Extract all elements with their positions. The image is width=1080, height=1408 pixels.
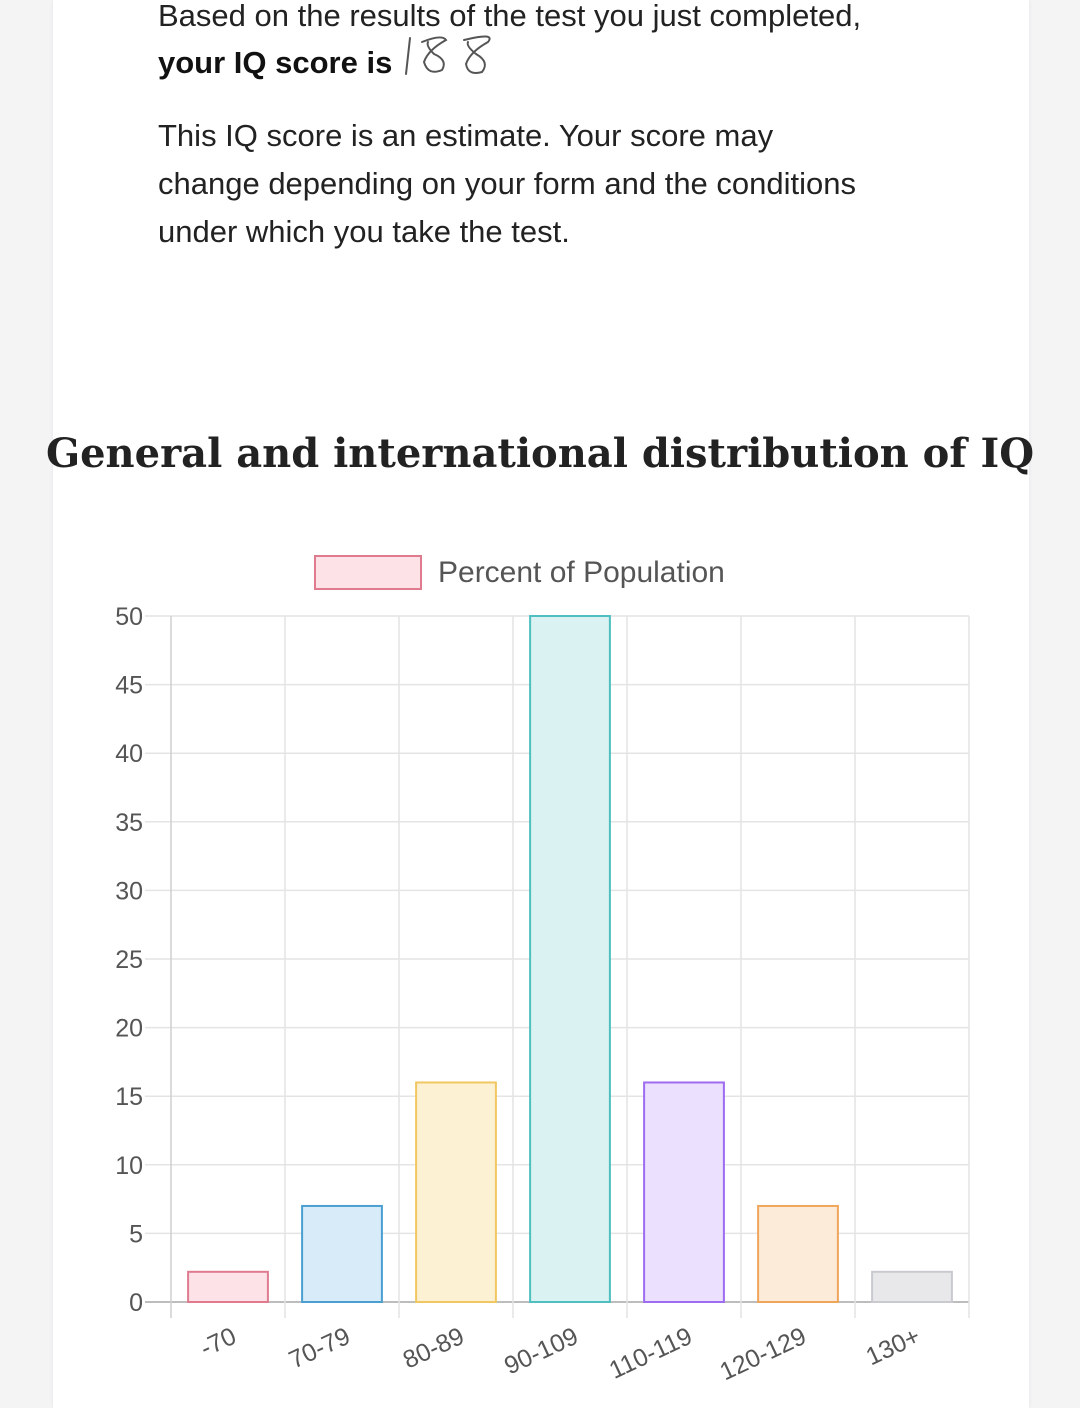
y-tick-label: 5: [129, 1220, 143, 1248]
legend-label: Percent of Population: [438, 556, 725, 589]
legend-swatch: [314, 555, 422, 590]
x-tick-label: 90-109: [500, 1322, 582, 1380]
y-tick-label: 10: [115, 1152, 143, 1180]
result-prefix: Based on the results of the test you jus…: [158, 0, 862, 33]
x-tick-label: 110-119: [605, 1322, 697, 1385]
bar-90-109: [529, 615, 611, 1303]
y-tick-label: 0: [129, 1289, 143, 1317]
chart-bars: [187, 615, 953, 1304]
bar-80-89: [415, 1081, 497, 1303]
y-axis-ticks: 0 5 10 15 20 25 30 35 40 45 50: [115, 603, 143, 1317]
x-tick-label: 120-129: [716, 1322, 811, 1386]
bar-70-79: [301, 1204, 383, 1304]
iq-distribution-chart: Percent of Population 0 5 10 15 20 25 30 35 40 45…: [115, 555, 970, 1386]
y-tick-label: 45: [115, 672, 143, 700]
x-tick-label: 80-89: [399, 1322, 469, 1374]
bar-110-119: [643, 1081, 725, 1303]
y-tick-label: 15: [115, 1083, 143, 1111]
estimate-note: This IQ score is an estimate. Your score…: [158, 118, 856, 249]
y-tick-label: 25: [115, 946, 143, 974]
x-tick-label: 130+: [862, 1322, 925, 1371]
y-tick-label: 50: [115, 603, 143, 631]
bar--70: [187, 1270, 269, 1303]
result-text: Based on the results of the test you jus…: [158, 0, 878, 88]
handwritten-score: [405, 35, 491, 75]
y-tick-label: 40: [115, 740, 143, 768]
bar-120-129: [757, 1204, 839, 1304]
chart-legend: Percent of Population: [314, 555, 725, 590]
x-axis-ticks: -70 70-79 80-89 90-109 110-119 120-129 130+: [196, 1322, 925, 1386]
result-bold-label: your IQ score is: [158, 45, 393, 80]
bar-130+: [871, 1270, 953, 1303]
x-tick-label: 70-79: [285, 1322, 355, 1374]
section-title: General and international distribution o…: [45, 430, 1035, 477]
x-tick-label: -70: [196, 1322, 241, 1363]
y-tick-label: 20: [115, 1015, 143, 1043]
y-tick-label: 30: [115, 877, 143, 905]
y-tick-label: 35: [115, 809, 143, 837]
